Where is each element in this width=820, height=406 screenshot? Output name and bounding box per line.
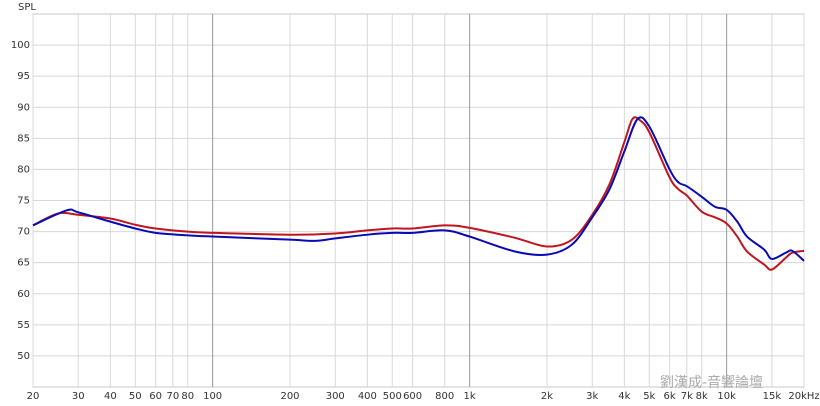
- y-axis-label: SPL: [18, 2, 36, 13]
- x-tick-label: 500: [383, 391, 402, 402]
- y-tick-label: 80: [17, 164, 30, 175]
- y-tick-label: 85: [17, 133, 30, 144]
- y-tick-label: 95: [17, 71, 30, 82]
- y-tick-label: 55: [17, 320, 30, 331]
- x-tick-label: 80: [181, 391, 194, 402]
- x-tick-label: 40: [104, 391, 117, 402]
- watermark: 劉漢成-音響論壇: [660, 374, 763, 391]
- y-tick-label: 90: [17, 102, 30, 113]
- x-tick-label: 6k: [664, 391, 676, 402]
- y-tick-label: 100: [11, 40, 30, 51]
- x-tick-label: 15k: [763, 391, 782, 402]
- x-tick-label: 100: [203, 391, 222, 402]
- x-tick-label: 30: [72, 391, 85, 402]
- y-tick-label: 70: [17, 227, 30, 238]
- x-tick-label: 10k: [717, 391, 736, 402]
- x-tick-label: 1k: [464, 391, 476, 402]
- fr-curve: [32, 116, 805, 262]
- x-tick-label: 200: [280, 391, 299, 402]
- y-tick-label: 60: [17, 289, 30, 300]
- x-tick-label: 300: [326, 391, 345, 402]
- x-tick-label: 400: [358, 391, 377, 402]
- x-tick-label: 7k: [681, 391, 693, 402]
- fr-curve: [32, 116, 805, 271]
- x-tick-label: 20: [27, 391, 40, 402]
- x-tick-label: 5k: [643, 391, 655, 402]
- y-tick-label: 50: [17, 351, 30, 362]
- x-tick-label: 20kHz: [788, 391, 819, 402]
- x-tick-label: 70: [166, 391, 179, 402]
- x-tick-label: 3k: [586, 391, 598, 402]
- x-tick-label: 4k: [618, 391, 630, 402]
- y-tick-label: 75: [17, 196, 30, 207]
- x-tick-label: 2k: [541, 391, 553, 402]
- x-tick-label: 8k: [696, 391, 708, 402]
- y-tick-label: 65: [17, 258, 30, 269]
- x-tick-label: 50: [129, 391, 142, 402]
- x-tick-label: 60: [149, 391, 162, 402]
- x-tick-label: 800: [435, 391, 454, 402]
- x-tick-label: 600: [403, 391, 422, 402]
